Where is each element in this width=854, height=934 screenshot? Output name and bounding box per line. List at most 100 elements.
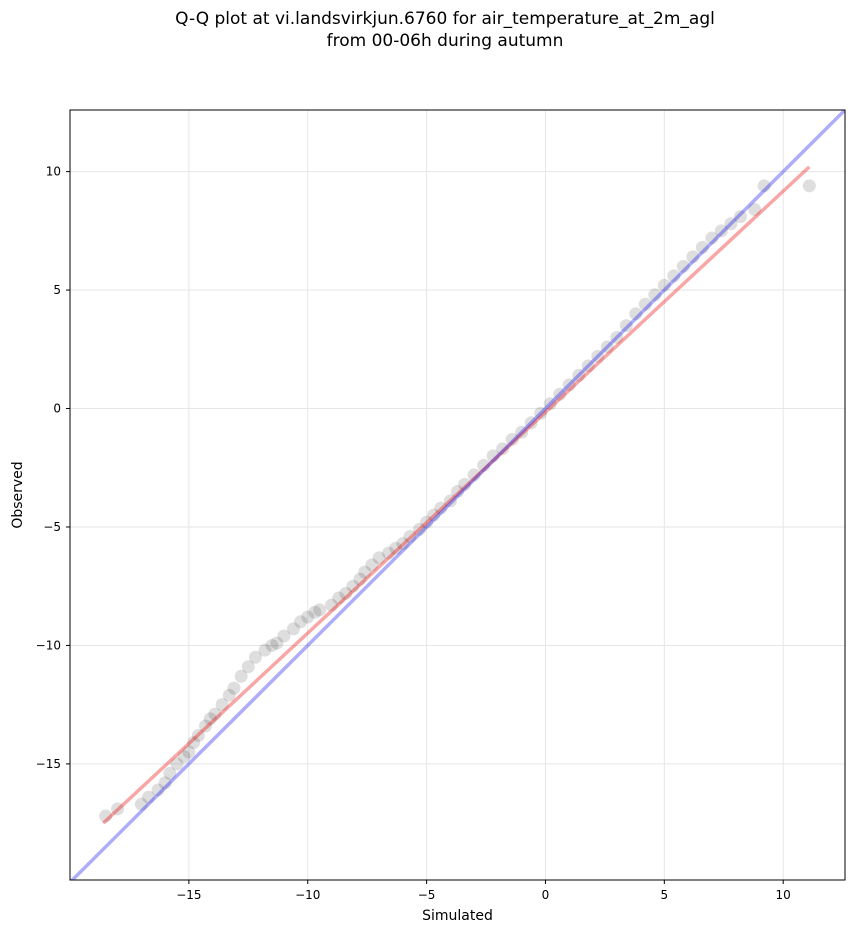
quantile-point — [581, 359, 595, 373]
quantile-point — [265, 638, 279, 652]
chart-title-line-2: from 00-06h during autumn — [326, 31, 564, 51]
y-tick-label: −15 — [36, 757, 61, 771]
quantile-point — [187, 736, 201, 750]
quantile-point — [301, 610, 315, 624]
quantile-point — [496, 442, 510, 456]
quantile-point — [325, 598, 339, 612]
quantile-point — [686, 250, 700, 264]
quantile-point — [420, 515, 434, 529]
quantile-point — [134, 797, 148, 811]
quantile-point — [270, 636, 284, 650]
quantile-point — [451, 484, 464, 498]
fit-line — [102, 165, 811, 825]
quantile-point — [358, 565, 372, 579]
quantile-point — [629, 307, 643, 321]
quantile-point — [648, 288, 662, 302]
chart-title: Q-Q plot at vi.landsvirkjun.6760 for air… — [0, 8, 854, 52]
y-tick-label: 0 — [53, 402, 61, 416]
quantile-point — [111, 802, 125, 816]
axis-ticks: −15 −10 −5 0 5 10 −15 −10 −5 0 5 10 — [36, 165, 791, 902]
quantile-point — [695, 240, 709, 254]
grid — [70, 110, 845, 880]
quantile-point — [802, 179, 816, 193]
quantile-point — [657, 278, 671, 292]
quantile-point — [141, 790, 155, 804]
y-tick-label: −10 — [36, 638, 61, 652]
quantile-point — [258, 643, 272, 657]
quantile-point — [610, 330, 624, 344]
quantile-point — [572, 368, 586, 382]
y-tick-label: 10 — [46, 165, 61, 179]
quantile-point — [182, 745, 196, 759]
quantile-point — [676, 259, 690, 273]
quantile-point — [714, 224, 728, 238]
quantile-point — [227, 681, 241, 695]
quantile-point — [365, 558, 379, 572]
quantile-point — [241, 660, 255, 674]
x-tick-label: 0 — [542, 888, 550, 902]
quantile-point — [543, 397, 557, 411]
identity-line — [70, 110, 845, 880]
quantile-point — [191, 728, 205, 742]
x-tick-label: 5 — [661, 888, 669, 902]
chart-title-line-1: Q-Q plot at vi.landsvirkjun.6760 for air… — [175, 9, 715, 29]
quantile-point — [286, 622, 300, 636]
y-tick-label: 5 — [53, 283, 61, 297]
quantile-point — [151, 783, 165, 797]
quantile-point — [389, 541, 403, 555]
x-tick-label: −10 — [295, 888, 320, 902]
quantile-point — [199, 719, 213, 733]
quantile-point — [163, 766, 177, 780]
quantile-point — [203, 712, 217, 726]
x-tick-label: 10 — [776, 888, 791, 902]
quantile-point — [277, 629, 291, 643]
quantile-point — [467, 468, 481, 482]
quantile-point — [443, 494, 457, 508]
quantile-point — [591, 349, 605, 363]
quantile-point — [667, 269, 681, 283]
plot-area — [70, 110, 845, 880]
quantile-point — [733, 210, 747, 224]
quantile-point — [308, 605, 322, 619]
quantile-point — [215, 698, 229, 712]
quantile-point — [534, 406, 548, 420]
x-tick-label: −5 — [418, 888, 436, 902]
quantile-point — [505, 432, 519, 446]
quantile-point — [600, 340, 614, 354]
quantile-point — [208, 707, 222, 721]
quantile-point — [562, 378, 576, 392]
quantile-point — [705, 231, 719, 245]
quantile-point — [99, 809, 113, 823]
quantile-point — [158, 776, 172, 790]
plot-frame — [69, 109, 846, 881]
quantile-point — [412, 522, 426, 536]
quantile-point — [372, 551, 386, 565]
quantile-point — [332, 591, 346, 605]
quantile-point — [486, 449, 500, 463]
x-axis-label: Simulated — [422, 908, 493, 924]
y-tick-label: −5 — [43, 520, 61, 534]
quantile-point — [177, 750, 191, 764]
quantile-point — [553, 387, 567, 401]
quantile-point — [313, 603, 327, 617]
quantile-point — [396, 537, 410, 551]
quantile-point — [353, 572, 367, 586]
quantile-point — [619, 319, 633, 333]
quantile-point — [248, 650, 262, 664]
quantile-point — [638, 297, 652, 311]
quantile-point — [346, 579, 360, 593]
quantile-point — [757, 179, 771, 193]
quantile-point — [724, 217, 738, 231]
quantile-point — [403, 529, 417, 543]
quantile-point — [524, 416, 538, 430]
quantile-point — [294, 615, 308, 629]
quantile-point — [234, 669, 248, 683]
quantile-point — [515, 425, 529, 439]
quantile-point — [222, 688, 236, 702]
x-tick-label: −15 — [176, 888, 201, 902]
quantile-point — [170, 757, 184, 771]
quantile-point — [458, 477, 472, 491]
quantile-point — [382, 546, 396, 560]
quantile-point — [748, 203, 762, 217]
